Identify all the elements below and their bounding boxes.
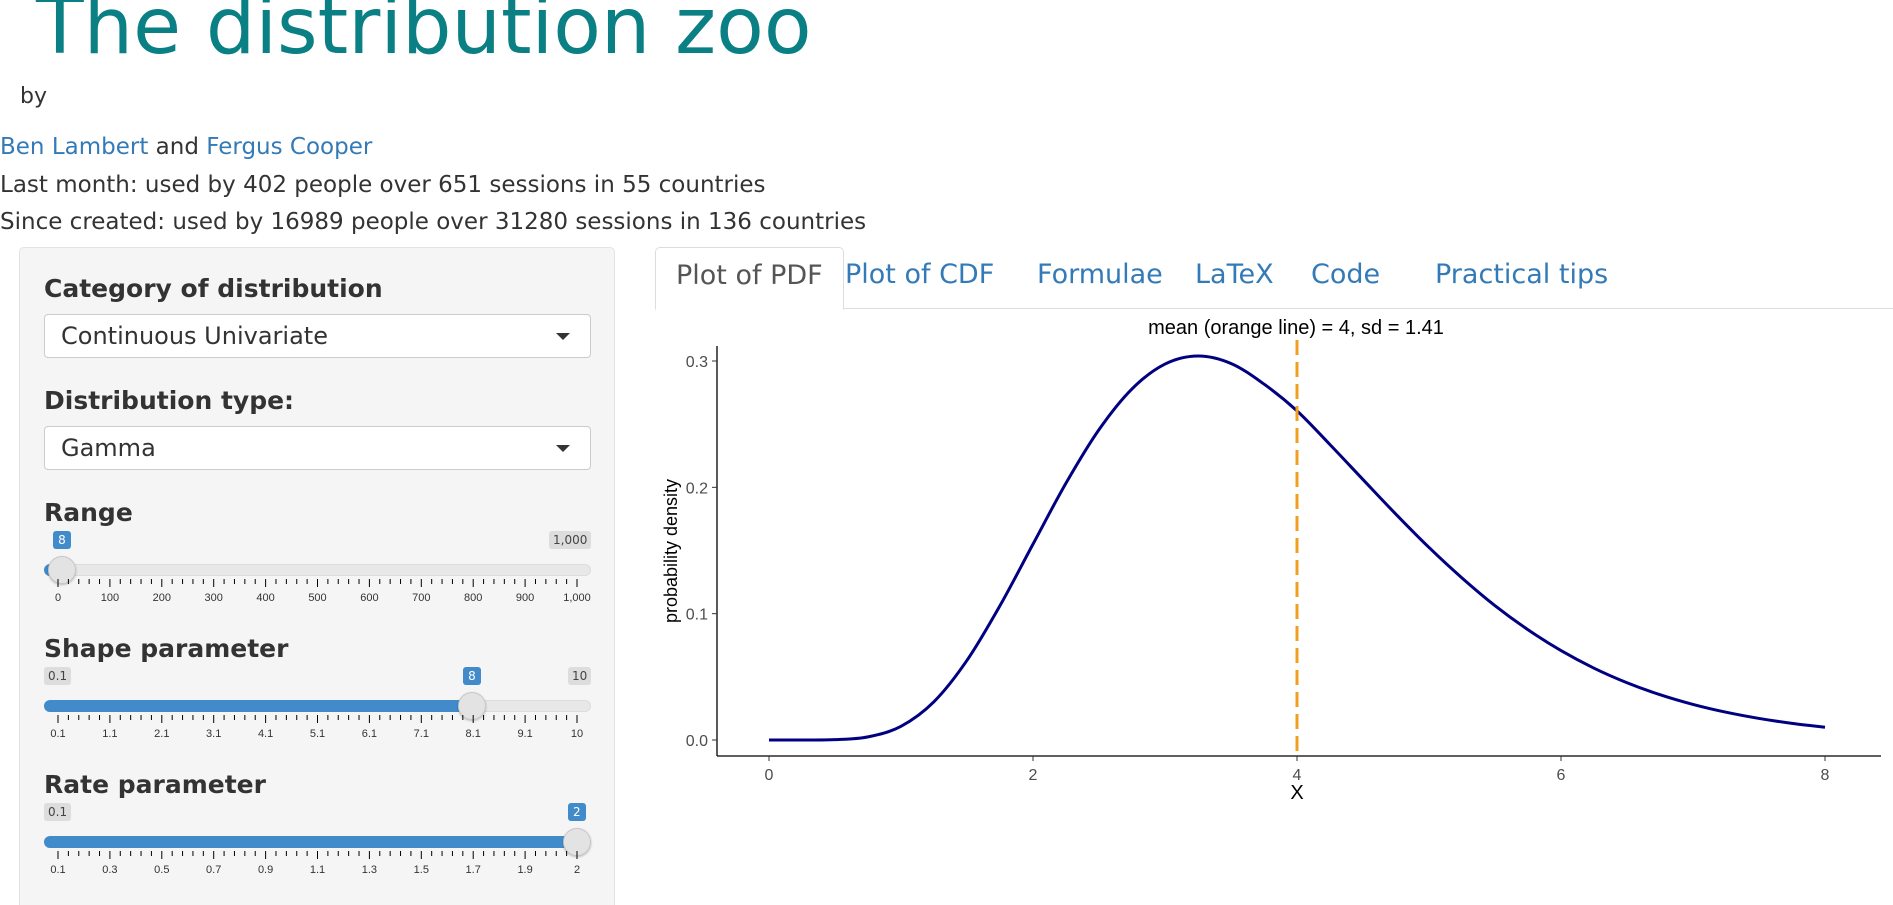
slider-fill [44, 836, 577, 848]
slider-tick-label: 0.9 [258, 864, 273, 876]
slider-tick-label: 3.1 [206, 728, 221, 740]
x-tick-label: 2 [1029, 767, 1038, 784]
category-select-value: Continuous Univariate [61, 322, 328, 350]
slider-max-label: 10 [568, 667, 592, 685]
slider-tick-label: 5.1 [310, 728, 325, 740]
byline: by [20, 84, 47, 109]
slider-tick-label: 1.1 [310, 864, 325, 876]
author-link-fergus-cooper[interactable]: Fergus Cooper [206, 134, 373, 160]
slider-max-label: 1,000 [549, 531, 592, 549]
slider-tick-label: 1,000 [563, 592, 591, 604]
slider-tick-label: 0.7 [206, 864, 221, 876]
slider-tick-label: 600 [360, 592, 378, 604]
category-label: Category of distribution [44, 274, 383, 303]
tab-plot-of-cdf[interactable]: Plot of CDF [845, 259, 995, 290]
x-tick-label: 0 [765, 767, 774, 784]
chevron-down-icon [556, 333, 570, 340]
slider-tick-label: 1.7 [466, 864, 481, 876]
slider-track[interactable] [44, 564, 591, 576]
slider-handle[interactable] [48, 556, 77, 584]
tab-practical-tips[interactable]: Practical tips [1435, 259, 1609, 290]
slider-tick-label: 10 [571, 728, 583, 740]
slider-tick-label: 300 [205, 592, 223, 604]
author-link-ben-lambert[interactable]: Ben Lambert [0, 134, 149, 160]
slider-tick-label: 400 [256, 592, 274, 604]
slider-tick-label: 800 [464, 592, 482, 604]
y-tick-label: 0.0 [686, 733, 708, 750]
slider-tick-label: 100 [101, 592, 119, 604]
authors-line: Ben Lambert and Fergus Cooper [0, 134, 372, 160]
slider-tick-label: 500 [308, 592, 326, 604]
distribution-type-select-value: Gamma [61, 434, 156, 462]
range-label: Range [44, 498, 133, 527]
y-tick-label: 0.2 [686, 480, 708, 497]
slider-tick-label: 8.1 [466, 728, 481, 740]
slider-tick-label: 1.1 [102, 728, 117, 740]
slider-tick-label: 6.1 [362, 728, 377, 740]
slider-ticks: 0.1 1.1 2.1 3.1 4.1 5.1 6.1 7.1 8.1 9.1 10 [50, 715, 583, 740]
tab-code[interactable]: Code [1311, 259, 1381, 290]
usage-last-month: Last month: used by 402 people over 651 … [0, 172, 766, 198]
x-tick-label: 8 [1821, 767, 1830, 784]
page-title: The distribution zoo [36, 0, 812, 72]
pdf-plot: mean (orange line) = 4, sd = 1.41 0.0 0.1 0… [661, 317, 1881, 804]
rate-parameter-slider[interactable]: 0.1 2 0.1 0.3 0.5 0.7 0.9 1.1 1.3 1.5 1.7 1.9 2 [44, 803, 591, 885]
slider-tick-label: 7.1 [414, 728, 429, 740]
slider-tick-label: 9.1 [517, 728, 532, 740]
slider-tick-label: 200 [153, 592, 171, 604]
x-tick-label: 6 [1557, 767, 1566, 784]
slider-tick-label: 0.1 [50, 728, 65, 740]
slider-tick-label: 900 [516, 592, 534, 604]
distribution-type-select[interactable]: Gamma [44, 426, 591, 470]
distribution-type-label: Distribution type: [44, 386, 295, 415]
slider-min-label: 0.1 [44, 667, 72, 685]
rate-parameter-label: Rate parameter [44, 770, 266, 799]
slider-tick-label: 700 [412, 592, 430, 604]
sidebar-panel: Category of distribution Continuous Univ… [19, 247, 615, 905]
authors-and: and [155, 134, 199, 160]
slider-value-label: 8 [463, 667, 481, 685]
range-slider[interactable]: 1,000 8 0 100 200 300 400 500 600 700 800 900 1,00… [44, 531, 592, 613]
tab-plot-of-pdf[interactable]: Plot of PDF [655, 247, 844, 310]
slider-tick-label: 2.1 [154, 728, 169, 740]
shape-parameter-label: Shape parameter [44, 634, 289, 663]
chevron-down-icon [556, 445, 570, 452]
slider-ticks: 0 100 200 300 400 500 600 700 800 900 1,000 [55, 579, 591, 604]
slider-value-label: 8 [53, 531, 71, 549]
slider-tick-label: 0 [55, 592, 61, 604]
category-select[interactable]: Continuous Univariate [44, 314, 591, 358]
chart-title: mean (orange line) = 4, sd = 1.41 [1148, 317, 1444, 339]
slider-tick-label: 1.3 [362, 864, 377, 876]
shape-parameter-slider[interactable]: 0.1 10 8 0.1 1.1 2.1 3.1 4.1 5.1 6.1 7.1 8.1 9.1 1… [44, 667, 592, 749]
slider-tick-label: 0.5 [154, 864, 169, 876]
slider-tick-label: 4.1 [258, 728, 273, 740]
slider-tick-label: 1.9 [517, 864, 532, 876]
y-axis-label: probability density [661, 479, 681, 623]
y-tick-label: 0.3 [686, 354, 708, 371]
slider-value-label: 2 [568, 803, 586, 821]
x-tick-label: 4 [1293, 767, 1302, 784]
slider-fill [44, 700, 473, 712]
tab-bar: Plot of PDF Plot of CDF Formulae LaTeX C… [655, 247, 1893, 310]
slider-min-label: 0.1 [44, 803, 72, 821]
y-tick-label: 0.1 [686, 607, 708, 624]
tab-latex[interactable]: LaTeX [1195, 259, 1274, 290]
slider-ticks: 0.1 0.3 0.5 0.7 0.9 1.1 1.3 1.5 1.7 1.9 2 [50, 851, 580, 876]
slider-tick-label: 1.5 [414, 864, 429, 876]
slider-tick-label: 2 [574, 864, 580, 876]
x-axis-label: X [1290, 782, 1303, 804]
slider-tick-label: 0.3 [102, 864, 117, 876]
tab-formulae[interactable]: Formulae [1037, 259, 1163, 290]
slider-tick-label: 0.1 [50, 864, 65, 876]
usage-since-created: Since created: used by 16989 people over… [0, 209, 867, 235]
